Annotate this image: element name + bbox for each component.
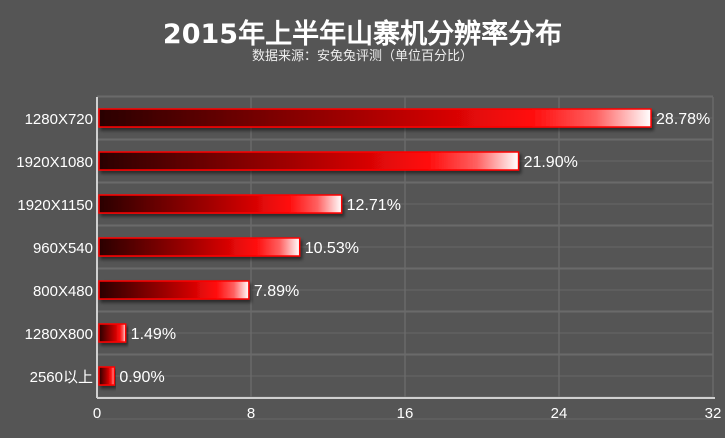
bars (98, 108, 652, 386)
data-label: 1.49% (131, 326, 176, 343)
bar (98, 194, 343, 214)
category-label: 960X540 (33, 240, 93, 257)
bar (98, 237, 301, 257)
category-label: 1280X800 (25, 326, 93, 343)
data-label: 28.78% (656, 111, 710, 128)
category-label: 1920X1150 (17, 197, 93, 214)
bar (98, 323, 127, 343)
bar (98, 280, 250, 300)
category-label: 800X480 (33, 283, 93, 300)
bar (98, 108, 652, 128)
category-label: 1920X1080 (16, 154, 93, 171)
x-tick-label: 0 (93, 405, 101, 422)
labels: 0 8 16 24 32 28.78% 1280X720 21.90% 1920X1080 12.… (16, 111, 721, 422)
chart-title: 2015年上半年山寨机分辨率分布 (162, 19, 563, 50)
chart-subtitle: 数据来源：安兔兔评测（单位百分比） (251, 49, 473, 64)
data-label: 10.53% (305, 240, 359, 257)
data-label: 12.71% (347, 197, 401, 214)
bar (98, 366, 116, 386)
gridlines (96, 95, 715, 420)
category-label: 1280X720 (25, 111, 93, 128)
bar (98, 151, 520, 171)
data-label: 0.90% (119, 369, 164, 386)
category-label: 2560以上 (30, 369, 93, 386)
x-tick-label: 24 (551, 405, 568, 422)
x-tick-label: 8 (247, 405, 255, 422)
x-tick-label: 32 (705, 405, 722, 422)
data-label: 21.90% (524, 154, 578, 171)
data-label: 7.89% (254, 283, 299, 300)
x-tick-label: 16 (397, 405, 414, 422)
